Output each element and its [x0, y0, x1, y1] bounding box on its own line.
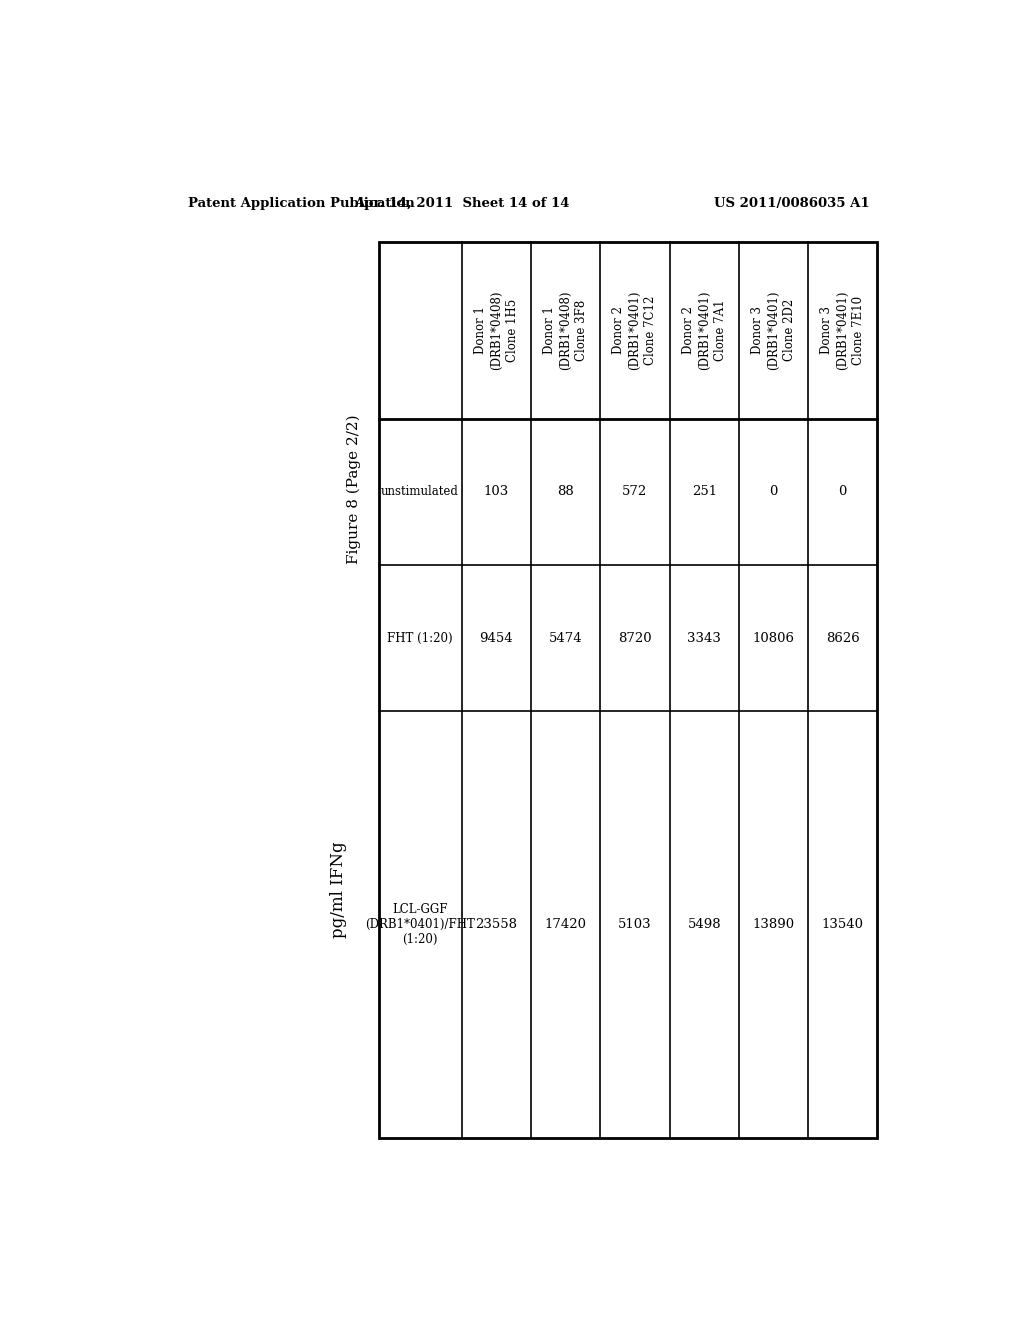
Text: 13890: 13890	[753, 917, 795, 931]
Text: 572: 572	[623, 486, 647, 499]
Text: 9454: 9454	[479, 631, 513, 644]
Text: pg/ml IFNg: pg/ml IFNg	[330, 842, 347, 939]
Bar	[379, 242, 878, 1138]
Text: US 2011/0086035 A1: US 2011/0086035 A1	[714, 197, 869, 210]
Text: Apr. 14, 2011  Sheet 14 of 14: Apr. 14, 2011 Sheet 14 of 14	[354, 197, 569, 210]
Text: 5103: 5103	[618, 917, 651, 931]
Text: 251: 251	[691, 486, 717, 499]
Text: Figure 8 (Page 2/2): Figure 8 (Page 2/2)	[347, 414, 361, 565]
Text: LCL-GGF
(DRB1*0401)/FHT
(1:20): LCL-GGF (DRB1*0401)/FHT (1:20)	[366, 903, 475, 946]
Text: unstimulated: unstimulated	[381, 486, 459, 499]
Text: 3343: 3343	[687, 631, 721, 644]
Text: 8720: 8720	[618, 631, 651, 644]
Text: Donor 1
(DRB1*0408)
Clone 1H5: Donor 1 (DRB1*0408) Clone 1H5	[474, 290, 519, 370]
Text: Donor 3
(DRB1*0401)
Clone 2D2: Donor 3 (DRB1*0401) Clone 2D2	[751, 290, 796, 370]
Text: 10806: 10806	[753, 631, 795, 644]
Text: 17420: 17420	[545, 917, 587, 931]
Text: 103: 103	[483, 486, 509, 499]
Text: 0: 0	[839, 486, 847, 499]
Text: FHT (1:20): FHT (1:20)	[387, 631, 453, 644]
Text: 13540: 13540	[822, 917, 864, 931]
Text: Donor 1
(DRB1*0408)
Clone 3F8: Donor 1 (DRB1*0408) Clone 3F8	[543, 290, 588, 370]
Text: Donor 2
(DRB1*0401)
Clone 7A1: Donor 2 (DRB1*0401) Clone 7A1	[682, 290, 727, 370]
Text: Donor 2
(DRB1*0401)
Clone 7C12: Donor 2 (DRB1*0401) Clone 7C12	[612, 290, 657, 370]
Text: 5474: 5474	[549, 631, 583, 644]
Text: 0: 0	[769, 486, 777, 499]
Text: 5498: 5498	[687, 917, 721, 931]
Text: Donor 3
(DRB1*0401)
Clone 7E10: Donor 3 (DRB1*0401) Clone 7E10	[820, 290, 865, 370]
Text: Patent Application Publication: Patent Application Publication	[188, 197, 415, 210]
Text: 23558: 23558	[475, 917, 517, 931]
Text: 8626: 8626	[826, 631, 860, 644]
Text: 88: 88	[557, 486, 574, 499]
